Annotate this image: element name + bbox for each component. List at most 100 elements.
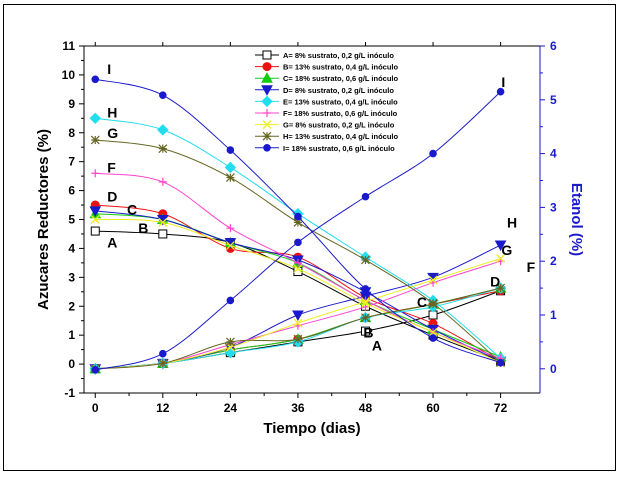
x-tick-label: 60: [426, 401, 440, 415]
ethanol-point-H: [428, 299, 438, 309]
legend: A= 8% sustrato, 0,2 g/L inóculo B= 13% su…: [255, 50, 399, 153]
ethanol-point-D: [292, 310, 304, 322]
y-right-tick-label: 5: [550, 93, 557, 107]
sugar-point-A: [158, 229, 168, 239]
sugar-point-E: [89, 112, 101, 124]
curve-label: C: [417, 294, 427, 310]
y-left-tick-label: 9: [68, 97, 75, 111]
sugar-point-I: [159, 91, 167, 99]
ethanol-point-I: [91, 366, 100, 374]
y-left-tick-label: 3: [68, 270, 75, 284]
sugar-point-F: [226, 224, 235, 233]
sugar-point-F: [293, 258, 302, 267]
legend-entry-I: I= 18% sustrato, 0,6 g/L inóculo: [283, 144, 395, 153]
curve-label: H: [507, 214, 517, 230]
x-tick-label: 0: [92, 401, 99, 415]
ethanol-point-D: [494, 240, 507, 252]
ethanol-point-I: [429, 149, 437, 158]
legend-entry-D: D= 8% sustrato, 0,2 g/L inóculo: [283, 86, 394, 95]
y-left-tick-label: 10: [62, 68, 76, 82]
legend-entry-H: H= 13% sustrato, 0,4 g/L inóculo: [283, 132, 399, 141]
ethanol-point-G: [361, 297, 370, 307]
y-left-tick-label: 2: [68, 299, 75, 313]
y-left-tick-label: 1: [68, 328, 75, 342]
sugar-point-F: [158, 177, 167, 186]
series-layer: [89, 75, 507, 375]
sugar-point-G: [293, 264, 303, 274]
curve-label: H: [107, 105, 117, 121]
curve-label: G: [107, 125, 118, 141]
ethanol-point-I: [226, 296, 235, 305]
series-I: [91, 75, 505, 374]
sugar-point-I: [91, 75, 100, 84]
y-right-tick-label: 4: [550, 147, 557, 161]
sugar-point-I: [226, 146, 235, 154]
curve-label: C: [127, 201, 137, 217]
ethanol-point-H: [225, 337, 235, 347]
ethanol-point-G: [428, 275, 438, 285]
legend-marker-I: [263, 144, 271, 152]
series-A: [90, 226, 506, 374]
y-right-tick-label: 2: [550, 254, 557, 268]
y-axis-right-label: Etanol (%): [568, 183, 585, 256]
legend-marker-G: [262, 120, 272, 130]
curve-label: I: [501, 74, 505, 90]
x-tick-label: 48: [359, 401, 373, 415]
x-tick-label: 12: [156, 401, 170, 415]
y-left-tick-label: 6: [68, 184, 75, 198]
ethanol-point-H: [293, 334, 303, 344]
series-D: [89, 206, 507, 375]
ethanol-point-I: [294, 238, 302, 247]
sugar-point-G: [225, 241, 235, 250]
y-left-tick-label: 7: [68, 155, 75, 169]
sugar-point-E: [224, 161, 237, 174]
sugar-point-A: [90, 226, 100, 236]
ethanol-point-I: [496, 87, 505, 96]
y-left-tick-label: 11: [62, 39, 75, 53]
curve-label: I: [107, 61, 111, 77]
curve-label: B: [138, 220, 148, 236]
legend-entry-B: B= 13% sustrato, 0,4 g/L inóculo: [283, 63, 399, 72]
y-axis-left-label: Azucares Reductores (%): [35, 129, 52, 310]
ethanol-point-G: [293, 318, 303, 328]
curve-label: G: [501, 242, 512, 258]
sugar-point-A: [293, 267, 303, 277]
curve-label: D: [490, 274, 500, 290]
ethanol-point-A: [360, 326, 370, 336]
y-left-tick-label: -1: [64, 386, 75, 400]
curve-label: D: [107, 188, 117, 204]
sugar-point-H: [158, 144, 168, 154]
x-tick-label: 72: [494, 401, 508, 415]
curve-label: A: [372, 337, 382, 353]
sugar-point-H: [225, 173, 235, 182]
y-right-tick-label: 6: [550, 39, 557, 53]
x-tick-label: 24: [224, 401, 238, 415]
y-left-tick-label: 5: [68, 213, 75, 227]
sugar-point-D: [89, 206, 102, 217]
curve-label: A: [107, 235, 117, 251]
curve-label: F: [527, 259, 536, 275]
legend-marker-E: [261, 95, 273, 108]
x-axis-label: Tiempo (dias): [263, 420, 360, 437]
legend-marker-A: [262, 50, 272, 60]
sugar-point-H: [293, 217, 303, 227]
legend-entry-G: G= 8% sustrato, 0,2 g/L inóculo: [283, 121, 395, 130]
x-tick-label: 36: [291, 401, 305, 415]
y-right-tick-label: 0: [550, 362, 557, 376]
y-right-tick-label: 1: [550, 308, 557, 322]
y-left-tick-label: 8: [68, 126, 75, 140]
legend-marker-H: [262, 131, 272, 141]
legend-entry-C: C= 18% sustrato, 0,6 g/L inóculo: [283, 74, 399, 83]
y-right-tick-label: 3: [550, 200, 557, 214]
sugar-point-I: [429, 334, 437, 342]
sugar-point-G: [158, 217, 168, 227]
curve-label: F: [107, 159, 116, 175]
ethanol-point-H: [361, 313, 370, 323]
legend-marker-D: [261, 85, 273, 96]
y-left-tick-label: 4: [68, 241, 75, 255]
sugar-point-E: [157, 124, 169, 136]
ethanol-point-H: [158, 358, 168, 368]
sugar-point-I: [294, 212, 302, 221]
legend-entry-E: E= 13% sustrato, 0,4 g/L inóculo: [283, 97, 398, 106]
